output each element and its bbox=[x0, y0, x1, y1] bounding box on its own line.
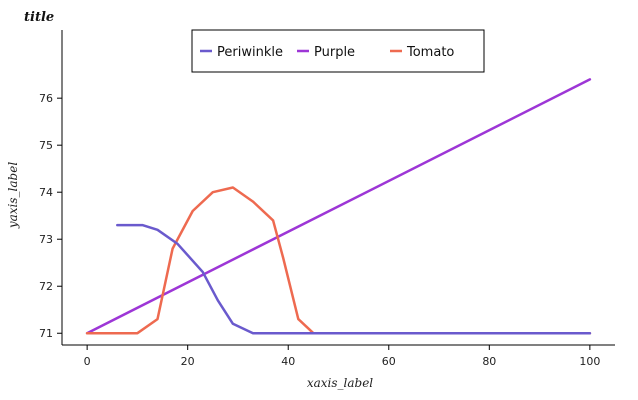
y-axis-label: yaxis_label bbox=[6, 162, 20, 229]
y-tick-label: 72 bbox=[39, 280, 53, 293]
y-tick-label: 73 bbox=[39, 233, 53, 246]
x-tick-label: 0 bbox=[84, 355, 91, 368]
legend-label-periwinkle: Periwinkle bbox=[217, 45, 283, 60]
x-tick-label: 40 bbox=[281, 355, 295, 368]
series-line-periwinkle bbox=[116, 223, 592, 335]
legend-label-purple: Purple bbox=[314, 45, 355, 60]
y-tick-label: 71 bbox=[39, 327, 53, 340]
chart-title: title bbox=[24, 10, 54, 25]
legend-label-tomato: Tomato bbox=[406, 45, 454, 60]
y-tick-label: 76 bbox=[39, 92, 53, 105]
x-tick-label: 80 bbox=[482, 355, 496, 368]
y-tick-label: 74 bbox=[39, 186, 53, 199]
plot-area: 71 72 73 74 75 76 0 20 40 60 80 100 Periwinkle Purple… bbox=[39, 29, 615, 368]
legend-box bbox=[191, 29, 485, 73]
y-tick-label: 75 bbox=[39, 139, 53, 152]
x-tick-label: 60 bbox=[382, 355, 396, 368]
x-axis-label: xaxis_label bbox=[307, 376, 373, 390]
x-tick-label: 20 bbox=[181, 355, 195, 368]
series-line-purple bbox=[85, 78, 592, 335]
series-line-tomato bbox=[85, 186, 592, 335]
x-tick-label: 100 bbox=[579, 355, 600, 368]
